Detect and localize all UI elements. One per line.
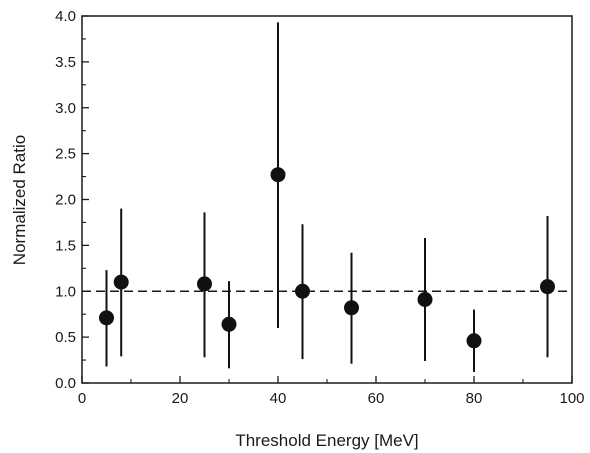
data-point: [99, 310, 114, 326]
y-axis: 0.0 0.5 1.0 1.5 2.0 2.5 3.0 3.5 4.0: [55, 8, 89, 392]
x-tick-label: 60: [368, 390, 385, 407]
error-bars: [105, 22, 549, 372]
data-point: [295, 283, 310, 299]
y-tick-label: 0.5: [55, 329, 76, 346]
data-point: [540, 279, 555, 295]
data-point: [466, 333, 482, 349]
y-tick-label: 3.0: [55, 100, 76, 117]
y-tick-label: 1.5: [55, 237, 76, 254]
data-point: [113, 274, 129, 290]
y-tick-label: 2.5: [55, 146, 76, 163]
x-tick-label: 80: [466, 390, 483, 407]
x-tick-label: 100: [559, 390, 584, 407]
x-tick-label: 0: [78, 390, 86, 407]
data-point: [417, 292, 433, 308]
x-axis-title: Threshold Energy [MeV]: [235, 431, 418, 450]
y-axis-title: Normalized Ratio: [10, 135, 29, 265]
x-tick-label: 20: [172, 390, 189, 407]
y-tick-label: 3.5: [55, 54, 76, 71]
x-axis: 0 20 40 60 80 100: [78, 376, 585, 407]
plot-frame: [81, 15, 573, 384]
x-tick-label: 40: [270, 390, 287, 407]
y-tick-label: 1.0: [55, 283, 76, 300]
data-point: [270, 167, 286, 183]
y-tick-label: 2.0: [55, 192, 76, 209]
data-point: [221, 316, 237, 332]
y-tick-label: 4.0: [55, 8, 76, 25]
data-point: [197, 276, 212, 292]
y-tick-label: 0.0: [55, 375, 76, 392]
data-points: [99, 167, 555, 349]
data-point: [344, 300, 359, 316]
